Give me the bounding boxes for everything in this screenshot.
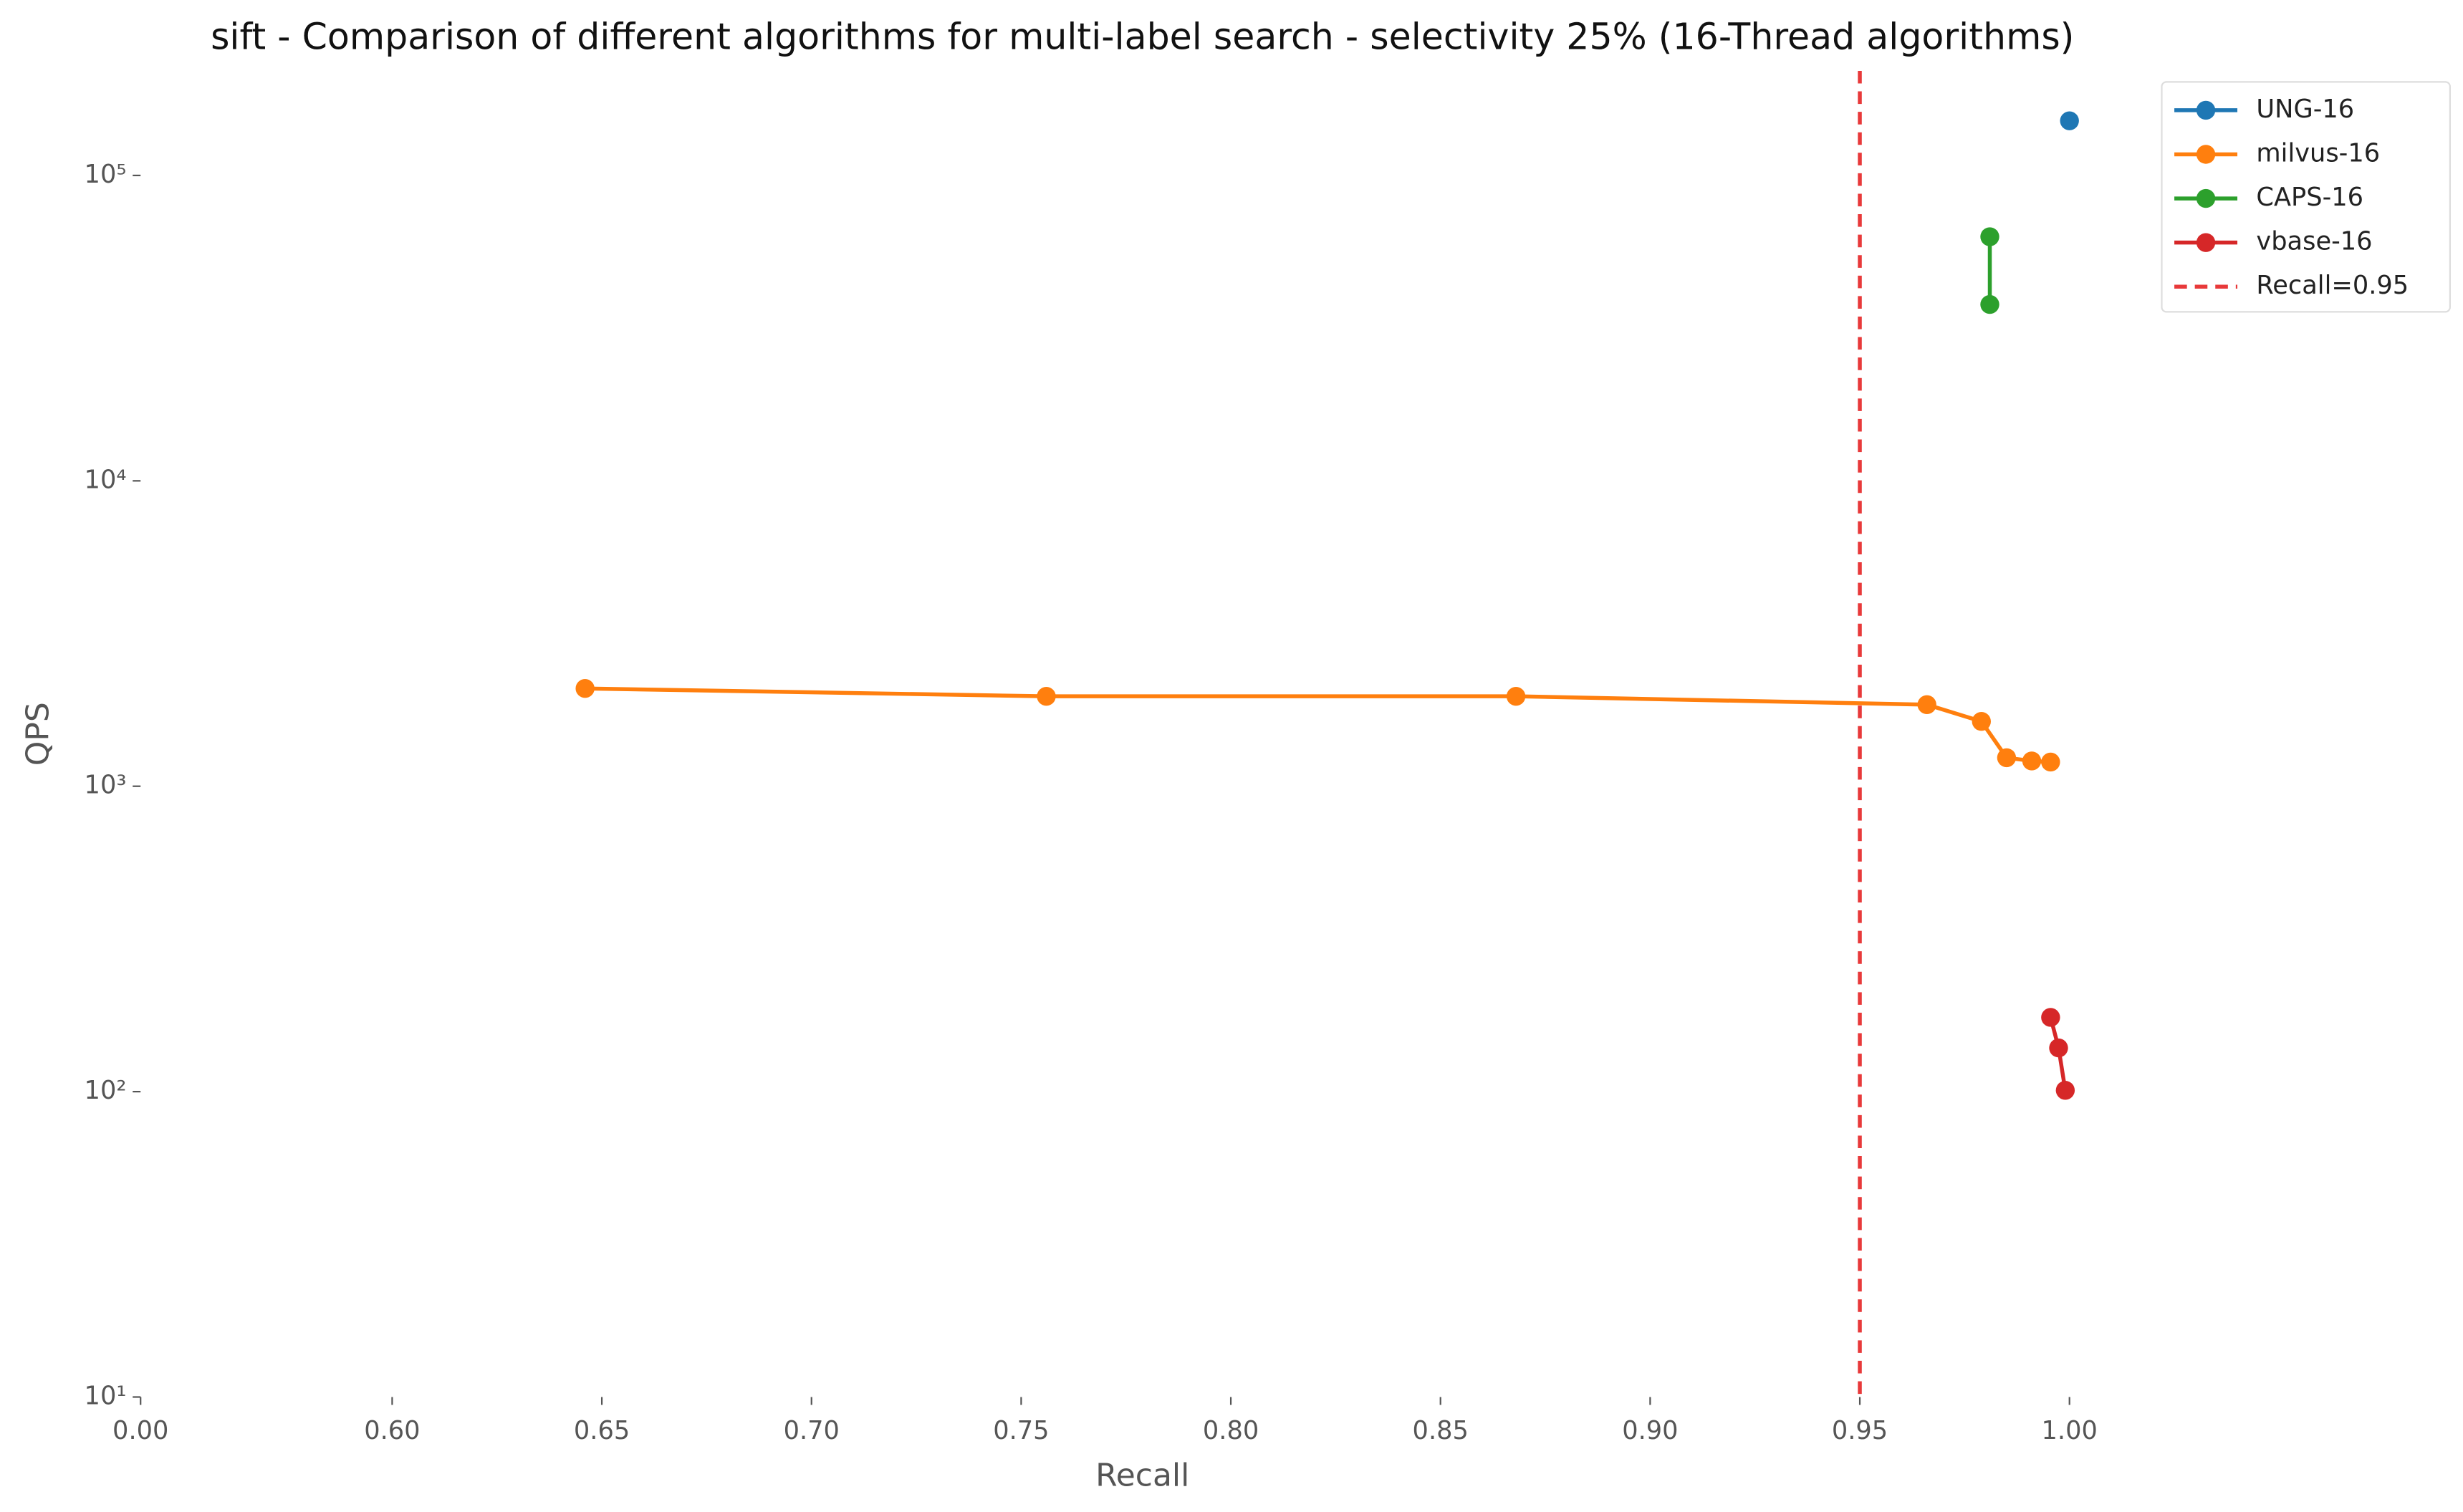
series-line bbox=[585, 686, 2051, 764]
chart-title: sift - Comparison of different algorithm… bbox=[211, 15, 2074, 57]
data-point bbox=[1917, 695, 1936, 714]
data-point bbox=[2022, 751, 2042, 771]
data-point bbox=[1997, 748, 2017, 768]
legend-marker bbox=[2196, 100, 2216, 120]
legend-label: vbase-16 bbox=[2256, 227, 2372, 256]
data-point bbox=[1506, 686, 1526, 706]
x-tick-label: 1.00 bbox=[2042, 1416, 2098, 1445]
x-tick-label: 0.95 bbox=[1832, 1416, 1888, 1445]
y-tick-label: 10² bbox=[85, 1076, 127, 1105]
legend-label: milvus-16 bbox=[2256, 138, 2380, 168]
data-point bbox=[2041, 1008, 2060, 1027]
y-tick-label: 10¹ bbox=[85, 1381, 127, 1410]
legend-label: Recall=0.95 bbox=[2256, 271, 2409, 300]
legend-label: UNG-16 bbox=[2256, 95, 2354, 124]
x-tick-label: 0.85 bbox=[1413, 1416, 1469, 1445]
data-point bbox=[1037, 686, 1056, 706]
x-tick-label: 0.75 bbox=[993, 1416, 1049, 1445]
x-tick-label: 0.60 bbox=[364, 1416, 420, 1445]
x-tick-label: 0.90 bbox=[1622, 1416, 1678, 1445]
y-tick-label: 10³ bbox=[85, 771, 127, 800]
x-tick-label: 0.80 bbox=[1203, 1416, 1259, 1445]
x-tick-label: 0.00 bbox=[112, 1416, 168, 1445]
x-tick-label: 0.70 bbox=[784, 1416, 840, 1445]
data-point bbox=[2049, 1038, 2068, 1058]
data-point bbox=[1980, 227, 1999, 246]
legend-marker bbox=[2196, 188, 2216, 208]
legend-marker bbox=[2196, 233, 2216, 252]
y-axis-label: QPS bbox=[19, 702, 56, 766]
data-point bbox=[2055, 1081, 2075, 1100]
x-axis-label: Recall bbox=[1095, 1458, 1189, 1494]
data-point bbox=[575, 679, 595, 698]
data-point bbox=[1972, 712, 1991, 731]
data-point bbox=[1980, 294, 1999, 314]
legend-label: CAPS-16 bbox=[2256, 183, 2363, 212]
y-tick-label: 10⁵ bbox=[85, 160, 127, 189]
data-point bbox=[2041, 752, 2060, 772]
legend-box bbox=[2161, 81, 2451, 313]
data-point bbox=[2060, 111, 2079, 130]
y-tick-label: 10⁴ bbox=[85, 465, 127, 494]
x-tick-label: 0.65 bbox=[574, 1416, 630, 1445]
legend-marker bbox=[2196, 145, 2216, 164]
